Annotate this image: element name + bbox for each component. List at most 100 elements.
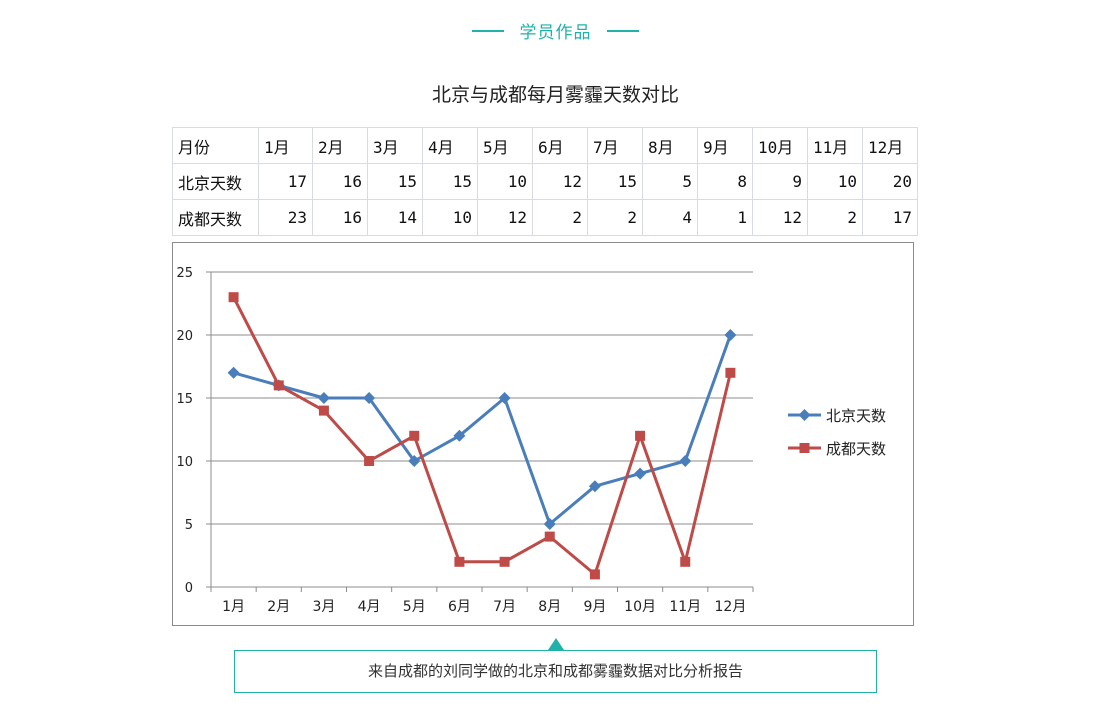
table-cell: 12	[752, 199, 808, 236]
table-header-month: 8月	[642, 127, 698, 164]
header-right-line	[606, 29, 639, 32]
series-line	[232, 296, 732, 576]
table-cell: 5	[642, 163, 698, 200]
table-header-month: 4月	[422, 127, 478, 164]
table-cell: 9	[752, 163, 808, 200]
x-tick-label: 4月	[358, 599, 381, 615]
y-tick-label: 5	[185, 518, 193, 533]
y-tick-label: 10	[176, 455, 193, 470]
table-cell: 12	[477, 199, 533, 236]
x-tick-label: 7月	[493, 599, 516, 615]
table-header-month: 3月	[367, 127, 423, 164]
data-point	[543, 518, 556, 530]
data-point	[499, 556, 510, 567]
chart-area: 0 5 10 15 20 25 1月 2月 3月 4月 5月 6月 7月 8月 9月 10月 11月 12月 北京天…	[172, 242, 914, 626]
data-point	[364, 456, 375, 466]
data-point	[680, 556, 691, 567]
data-point	[453, 429, 466, 442]
table-header-row: 月份 1月 2月 3月 4月 5月 6月 7月 8月 9月 10月 11月 12月	[172, 127, 918, 164]
data-point	[679, 455, 692, 467]
data-point	[634, 467, 647, 480]
section-header: 学员作品	[0, 18, 1111, 46]
table-cell: 15	[367, 163, 423, 200]
table-cell: 10	[477, 163, 533, 200]
table-header-month: 11月	[807, 127, 863, 164]
data-point	[408, 455, 421, 467]
data-point	[544, 531, 555, 542]
table-cell: 15	[587, 163, 643, 200]
data-point	[589, 569, 600, 580]
table-cell: 17	[258, 163, 313, 200]
x-tick-label: 2月	[267, 599, 290, 615]
x-tick-label: 8月	[538, 599, 561, 615]
table-cell: 16	[312, 199, 368, 236]
table-row-label: 成都天数	[172, 199, 259, 236]
data-point	[635, 430, 646, 441]
caption-pointer	[548, 638, 564, 650]
table-row: 成都天数 23 16 14 10 12 2 2 4 1 12 2 17	[172, 199, 918, 236]
line-chart: 0 5 10 15 20 25 1月 2月 3月 4月 5月 6月 7月 8月 9月 10月 11月 12月 北京天…	[176, 266, 886, 615]
data-point	[498, 392, 511, 404]
table-cell: 20	[862, 163, 918, 200]
table-cell: 8	[697, 163, 753, 200]
table-cell: 2	[532, 199, 588, 236]
table-header-label: 月份	[172, 127, 259, 164]
table-cell: 23	[258, 199, 313, 236]
section-title: 学员作品	[519, 23, 592, 43]
table-header-month: 1月	[258, 127, 313, 164]
data-point	[317, 392, 330, 404]
table-header-month: 5月	[477, 127, 533, 164]
table-header-month: 7月	[587, 127, 643, 164]
x-tick-label: 11月	[669, 599, 701, 615]
y-tick-label: 15	[176, 392, 193, 407]
table-cell: 2	[587, 199, 643, 236]
data-point	[454, 556, 465, 567]
table-cell: 10	[422, 199, 478, 236]
data-point	[725, 367, 736, 378]
data-point	[273, 380, 284, 391]
legend-label: 成都天数	[826, 440, 886, 458]
x-tick-label: 3月	[312, 599, 335, 615]
legend-marker	[798, 409, 811, 421]
x-tick-label: 6月	[448, 599, 471, 615]
series-line	[233, 334, 732, 526]
data-point	[724, 329, 737, 341]
x-tick-label: 10月	[624, 599, 656, 615]
table-cell: 4	[642, 199, 698, 236]
x-tick-label: 9月	[583, 599, 606, 615]
table-cell: 1	[697, 199, 753, 236]
y-tick-label: 0	[185, 581, 193, 596]
table-header-month: 6月	[532, 127, 588, 164]
table-cell: 2	[807, 199, 863, 236]
table-cell: 12	[532, 163, 588, 200]
data-point	[228, 292, 239, 303]
table-header-month: 12月	[862, 127, 918, 164]
legend-label: 北京天数	[826, 407, 886, 425]
data-point	[588, 480, 601, 493]
data-table: 月份 1月 2月 3月 4月 5月 6月 7月 8月 9月 10月 11月 12月 北京天数 17 16 15 1…	[172, 127, 918, 236]
table-cell: 17	[862, 199, 918, 236]
table-header-month: 10月	[752, 127, 808, 164]
x-tick-label: 1月	[222, 599, 245, 615]
table-cell: 16	[312, 163, 368, 200]
table-cell: 14	[367, 199, 423, 236]
x-tick-label: 12月	[715, 599, 747, 615]
y-tick-label: 20	[176, 329, 193, 344]
y-tick-label: 25	[176, 266, 193, 281]
table-header-month: 2月	[312, 127, 368, 164]
table-cell: 15	[422, 163, 478, 200]
table-row: 北京天数 17 16 15 15 10 12 15 5 8 9 10 20	[172, 163, 918, 200]
data-point	[363, 392, 376, 404]
caption-box: 来自成都的刘同学做的北京和成都雾霾数据对比分析报告	[234, 650, 877, 693]
chart-title: 北京与成都每月雾霾天数对比	[431, 84, 679, 106]
table-header-month: 9月	[697, 127, 753, 164]
table-cell: 10	[807, 163, 863, 200]
data-point	[318, 405, 329, 416]
header-left-line	[472, 29, 505, 32]
table-row-label: 北京天数	[172, 163, 259, 200]
x-tick-label: 5月	[403, 599, 426, 615]
legend-marker	[799, 443, 810, 453]
data-point	[227, 366, 240, 379]
caption-text: 来自成都的刘同学做的北京和成都雾霾数据对比分析报告	[367, 662, 743, 680]
data-point	[409, 430, 420, 441]
